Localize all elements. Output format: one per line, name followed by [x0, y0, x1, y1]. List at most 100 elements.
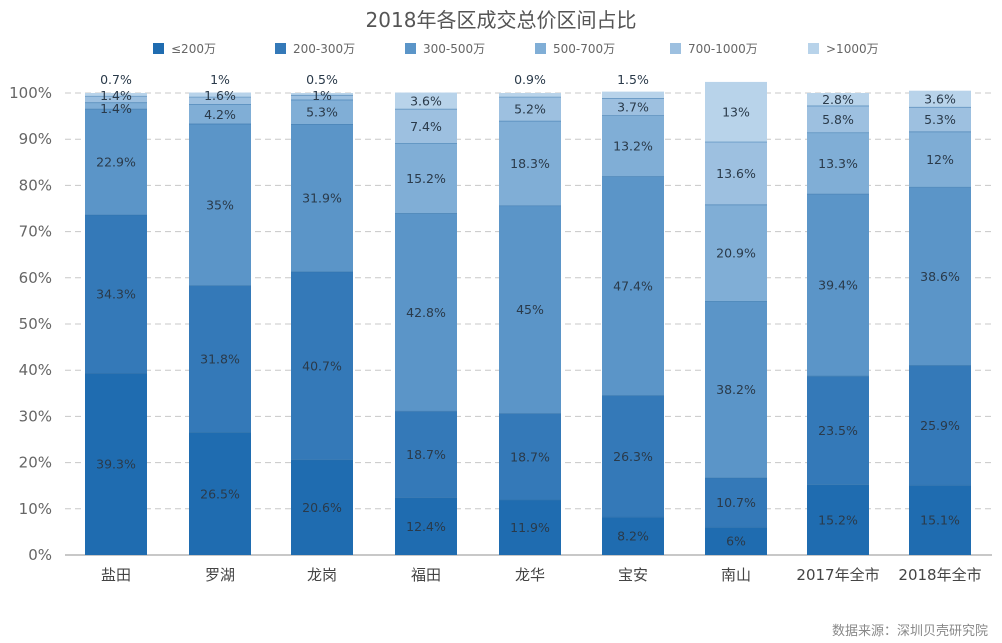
- bar-segment: [705, 81, 767, 142]
- legend-swatch: [535, 43, 546, 54]
- bar-segment: [705, 527, 767, 555]
- bar-segment: [85, 96, 147, 103]
- x-tick-label: 罗湖: [205, 566, 235, 584]
- legend-label: 300-500万: [423, 42, 485, 56]
- data-label: 5.8%: [822, 112, 854, 127]
- data-label: 22.9%: [96, 155, 136, 170]
- data-label: 5.2%: [514, 102, 546, 117]
- data-label: 25.9%: [920, 418, 960, 433]
- bar-segment: [602, 395, 664, 518]
- data-label: 47.4%: [613, 279, 653, 294]
- y-tick-label: 90%: [19, 130, 52, 148]
- bar-segment: [909, 107, 971, 132]
- bar-segment: [807, 194, 869, 377]
- bar-segment: [85, 109, 147, 215]
- bar-segment: [85, 214, 147, 374]
- bar-segment: [395, 92, 457, 110]
- y-tick-label: 100%: [9, 84, 52, 102]
- data-label: 20.9%: [716, 246, 756, 261]
- data-label: 38.6%: [920, 269, 960, 284]
- legend-swatch: [275, 43, 286, 54]
- bar-stack: 12.4% 18.7% 42.8% 15.2% 7.4% 3.6%: [395, 92, 457, 555]
- data-label: 18.7%: [510, 449, 550, 464]
- bar-segment: [705, 204, 767, 302]
- bar-segment: [291, 95, 353, 100]
- legend-label: >1000万: [826, 42, 879, 56]
- y-tick-label: 40%: [19, 361, 52, 379]
- bar-segment: [291, 93, 353, 96]
- data-label: 15.2%: [406, 171, 446, 186]
- legend-label: ≤200万: [171, 42, 216, 56]
- bar-segment: [291, 459, 353, 555]
- data-label: 5.3%: [306, 105, 338, 120]
- y-tick-label: 30%: [19, 407, 52, 425]
- y-tick-label: 0%: [28, 546, 52, 564]
- bar-segment: [909, 365, 971, 486]
- y-tick-label: 80%: [19, 176, 52, 194]
- bar-segment: [85, 373, 147, 555]
- bar-segment: [499, 93, 561, 98]
- bar-segment: [291, 124, 353, 272]
- bars: 39.3%34.3%22.9%1.4%1.4%0.7%26.5%31.8%35%…: [85, 72, 971, 555]
- data-label: 35%: [206, 197, 234, 212]
- bar-segment: [807, 132, 869, 195]
- data-label: 23.5%: [818, 423, 858, 438]
- bar-segment: [189, 432, 251, 555]
- data-label: 18.3%: [510, 156, 550, 171]
- bar-segment: [291, 99, 353, 125]
- data-label: 1%: [312, 88, 332, 103]
- bar-segment: [499, 205, 561, 414]
- data-label: 26.5%: [200, 486, 240, 501]
- bar-segment: [909, 90, 971, 108]
- bar-segment: [602, 98, 664, 116]
- bar-segment: [807, 376, 869, 485]
- bar-segment: [85, 93, 147, 97]
- y-tick-label: 70%: [19, 223, 52, 241]
- data-label: 15.2%: [818, 512, 858, 527]
- x-tick-label: 宝安: [618, 566, 648, 584]
- legend-label: 700-1000万: [688, 42, 758, 56]
- data-label: 42.8%: [406, 305, 446, 320]
- bar-stack: 26.5% 31.8% 35% 4.2% 1.6%1%: [189, 72, 251, 555]
- bar-segment: [189, 285, 251, 433]
- bar-segment: [189, 97, 251, 105]
- bar-segment: [395, 109, 457, 144]
- data-label: 5.3%: [924, 112, 956, 127]
- data-label: 18.7%: [406, 447, 446, 462]
- data-label: 40.7%: [302, 358, 342, 373]
- legend: ≤200万 200-300万 300-500万 500-700万 700-1000万 >1…: [153, 42, 879, 56]
- data-label: 31.9%: [302, 191, 342, 206]
- bar-segment: [705, 477, 767, 528]
- data-label: 13%: [722, 104, 750, 119]
- y-tick-label: 10%: [19, 500, 52, 518]
- data-label: 1.6%: [204, 88, 236, 103]
- data-label: 12%: [926, 152, 954, 167]
- data-label: 1.4%: [100, 101, 132, 116]
- data-label: 39.4%: [818, 278, 858, 293]
- y-axis: 0% 10% 20% 30% 40% 50% 60% 70% 80% 90% 100%: [9, 84, 52, 564]
- x-tick-label: 南山: [721, 566, 751, 584]
- bar-stack: 15.2% 23.5% 39.4% 13.3% 5.8% 2.8%: [807, 92, 869, 555]
- bar-segment: [395, 213, 457, 412]
- data-label: 26.3%: [613, 449, 653, 464]
- data-label: 3.7%: [617, 100, 649, 115]
- x-tick-label: 龙华: [515, 566, 545, 584]
- data-label: 0.9%: [514, 72, 546, 87]
- bar-segment: [499, 413, 561, 501]
- x-tick-label: 盐田: [101, 566, 131, 584]
- data-label: 38.2%: [716, 382, 756, 397]
- bar-stack: 20.6% 40.7% 31.9% 5.3% 1%0.5%: [291, 72, 353, 555]
- data-label: 45%: [516, 302, 544, 317]
- data-label: 1.5%: [617, 72, 649, 87]
- bar-segment: [291, 271, 353, 460]
- x-tick-label: 福田: [411, 566, 441, 584]
- bar-stack: 8.2% 26.3% 47.4% 13.2% 3.7% 1.5%: [602, 72, 664, 555]
- data-label: 13.6%: [716, 166, 756, 181]
- data-label: 1%: [210, 72, 230, 87]
- data-label: 31.8%: [200, 352, 240, 367]
- bar-segment: [807, 105, 869, 133]
- bar-segment: [705, 141, 767, 205]
- data-label: 12.4%: [406, 519, 446, 534]
- y-tick-label: 20%: [19, 454, 52, 472]
